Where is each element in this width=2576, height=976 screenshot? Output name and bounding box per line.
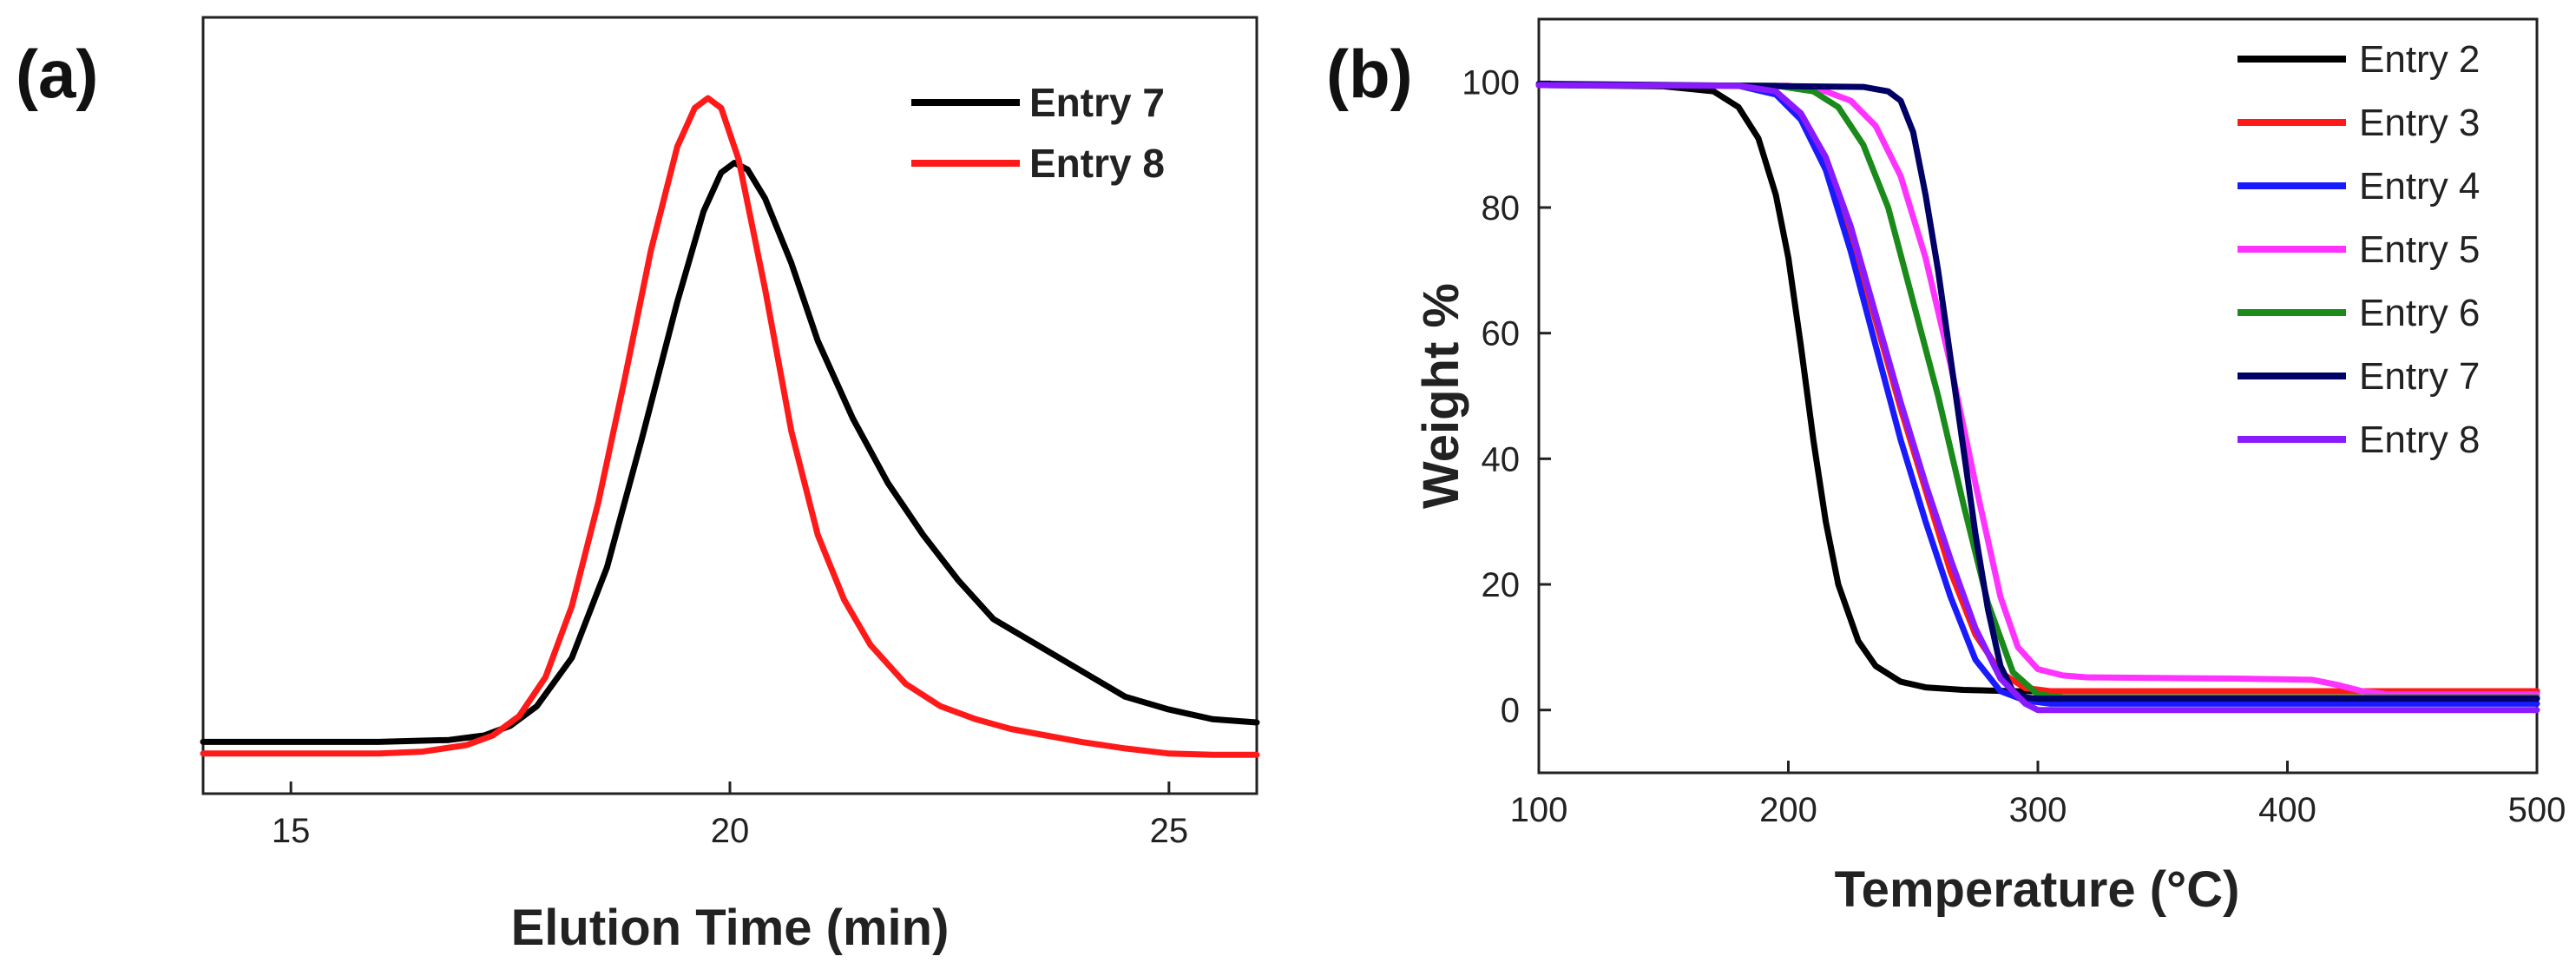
panel-b-legend-label-entry-3: Entry 3 — [2359, 102, 2480, 144]
panel-a-legend: Entry 7 Entry 8 — [911, 80, 1165, 186]
panel-b-y-tick-label: 20 — [1482, 566, 1521, 604]
panel-b-series-line-entry-5 — [1535, 82, 2540, 698]
panel-b-legend-label-entry-7: Entry 7 — [2359, 355, 2480, 398]
panel-a-series-line-entry-8 — [200, 95, 1260, 758]
panel-b-series-line-entry-6 — [1535, 82, 2540, 701]
panel-b-legend-label-entry-2: Entry 2 — [2359, 38, 2480, 81]
panel-b-x-axis-title: Temperature (°C) — [1835, 861, 2240, 918]
panel-b-legend: Entry 2 Entry 3 Entry 4 Entry 5 Entry 6 Entry… — [2238, 38, 2480, 461]
panel-a-x-tick-label: 20 — [711, 812, 750, 850]
panel-b-legend-label-entry-6: Entry 6 — [2359, 292, 2480, 334]
panel-b-legend-label-entry-4: Entry 4 — [2359, 165, 2480, 208]
panel-b-legend-label-entry-8: Entry 8 — [2359, 419, 2480, 461]
panel-b-series-line-entry-2 — [1535, 82, 2540, 695]
panel-b-y-tick-label: 80 — [1482, 189, 1521, 228]
panel-a-x-axis-title: Elution Time (min) — [511, 900, 950, 956]
panel-b: (b) 100 200 300 400 500 0 20 40 60 80 100 Temperat… — [1326, 17, 2566, 918]
panel-b-y-tick-label: 60 — [1482, 315, 1521, 353]
panel-b-x-tick-label: 300 — [2009, 791, 2067, 829]
panel-b-series-line-entry-8 — [1535, 82, 2540, 714]
panel-b-legend-label-entry-5: Entry 5 — [2359, 228, 2480, 271]
panel-a-x-tick-label: 25 — [1150, 812, 1189, 850]
panel-a-series — [200, 95, 1260, 758]
panel-a-x-tick-label: 15 — [272, 812, 311, 850]
panel-b-x-tick-label: 500 — [2508, 791, 2566, 829]
panel-b-y-tick-label: 40 — [1482, 440, 1521, 478]
panel-b-label: (b) — [1326, 36, 1413, 112]
panel-a-legend-label-entry-8: Entry 8 — [1029, 141, 1165, 186]
panel-b-y-tick-label: 100 — [1462, 63, 1520, 102]
panel-b-x-tick-label: 400 — [2258, 791, 2316, 829]
panel-a-series-line-entry-7 — [200, 160, 1260, 745]
panel-b-x-tick-label: 200 — [1759, 791, 1817, 829]
panel-a-x-ticks: 15 20 25 — [272, 781, 1188, 850]
panel-b-ticks: 100 200 300 400 500 0 20 40 60 80 100 — [1462, 63, 2566, 829]
panel-b-y-axis-title: Weight % — [1413, 283, 1469, 509]
panel-b-x-tick-label: 100 — [1510, 791, 1568, 829]
panel-b-series — [1535, 81, 2540, 714]
panel-b-y-tick-label: 0 — [1501, 692, 1520, 730]
panel-a-label: (a) — [16, 36, 98, 112]
panel-a: (a) 15 20 25 Elution Time (min) Entry 7Ent… — [16, 16, 1260, 956]
panel-a-legend-label-entry-7: Entry 7 — [1029, 80, 1165, 125]
